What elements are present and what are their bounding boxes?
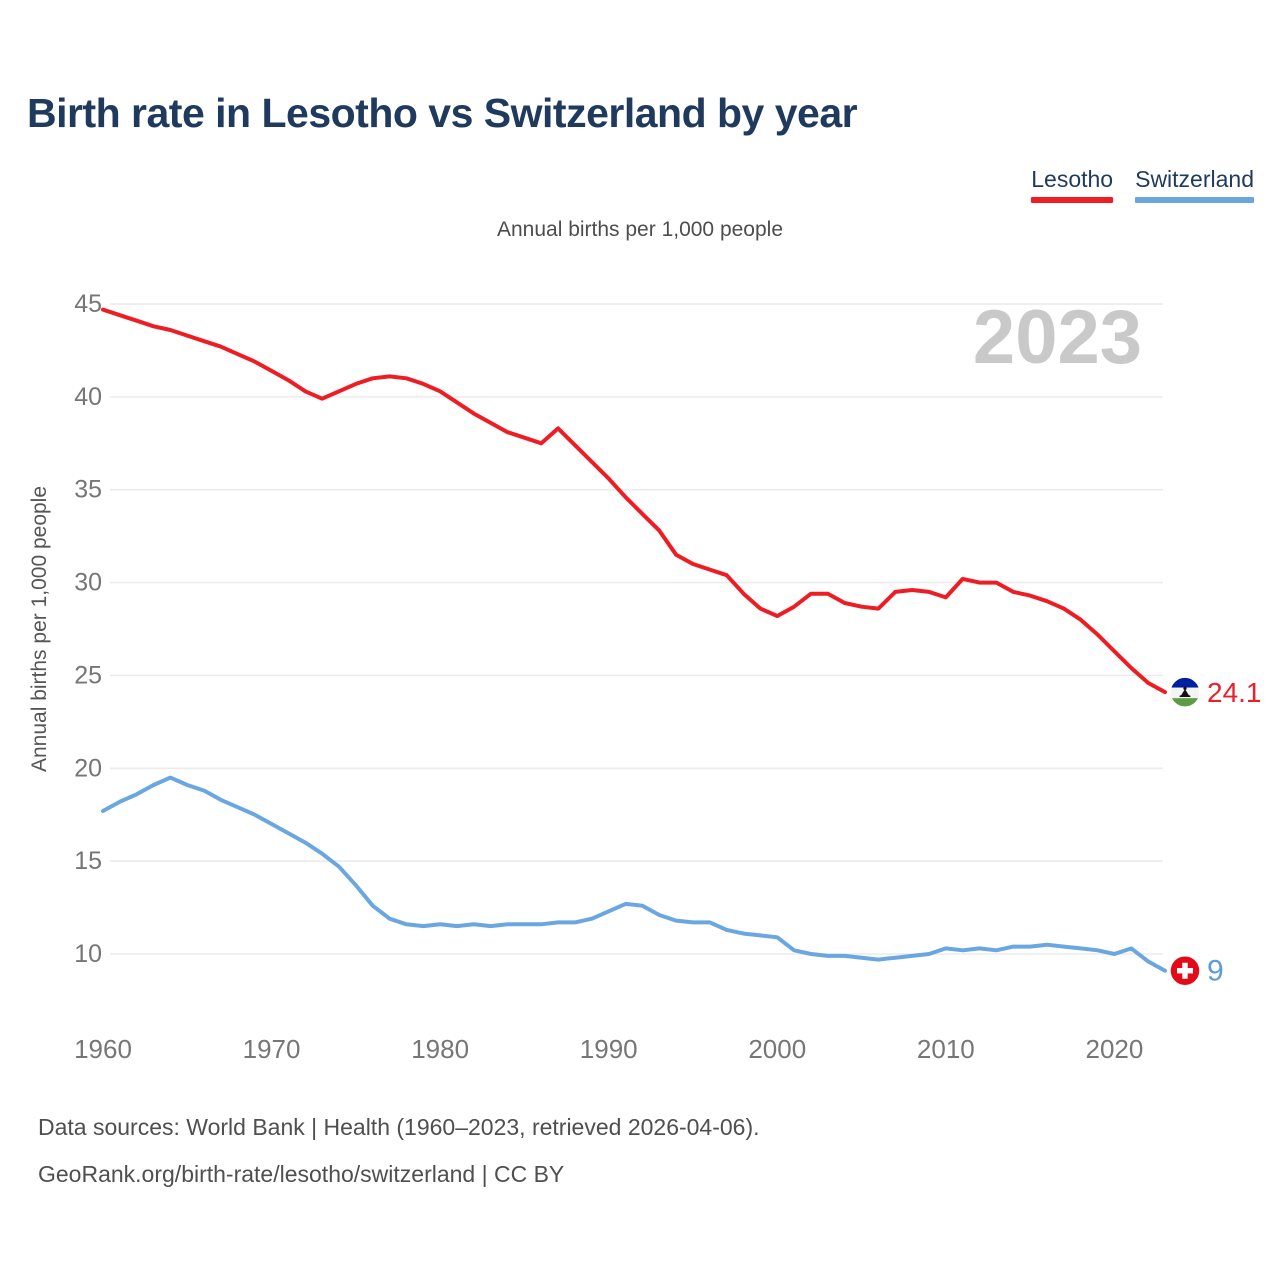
chart-subtitle: Annual births per 1,000 people: [496, 218, 784, 241]
x-tick-label: 1980: [411, 1034, 469, 1064]
lesotho-flag-icon: [1169, 676, 1201, 708]
y-tick-label: 25: [74, 661, 102, 689]
legend-label-switzerland: Switzerland: [1135, 166, 1254, 192]
legend: Lesotho Switzerland: [1031, 166, 1254, 203]
end-value-label-switzerland: 9: [1207, 955, 1224, 988]
x-tick-label: 1990: [580, 1034, 638, 1064]
series-line-switzerland[interactable]: [101, 775, 1167, 973]
x-tick-label: 2000: [748, 1034, 806, 1064]
legend-swatch-lesotho: [1031, 197, 1114, 203]
series-line-lesotho[interactable]: [101, 307, 1167, 695]
y-tick-label: 35: [74, 476, 102, 504]
y-tick-label: 20: [74, 754, 102, 782]
y-tick-label: 15: [74, 847, 102, 875]
x-tick-label: 1970: [243, 1034, 301, 1064]
x-tick-label: 2020: [1085, 1034, 1143, 1064]
footer: Data sources: World Bank | Health (1960–…: [38, 1104, 760, 1198]
y-axis-title: Annual births per 1,000 people: [28, 486, 51, 772]
watermark-year: 2023: [973, 295, 1142, 380]
legend-item-switzerland[interactable]: Switzerland: [1135, 166, 1254, 203]
end-value-label-lesotho: 24.1: [1207, 677, 1262, 708]
x-tick-label: 2010: [917, 1034, 975, 1064]
y-tick-label: 40: [74, 383, 102, 411]
x-tick-label: 1960: [74, 1034, 132, 1064]
y-tick-label: 45: [74, 290, 102, 318]
y-tick-label: 30: [74, 569, 102, 597]
legend-label-lesotho: Lesotho: [1031, 166, 1114, 192]
switzerland-flag-icon: [1169, 954, 1201, 987]
footer-attribution-line: GeoRank.org/birth-rate/lesotho/switzerla…: [38, 1161, 565, 1187]
legend-item-lesotho[interactable]: Lesotho: [1031, 166, 1114, 203]
y-tick-label: 10: [74, 940, 102, 968]
legend-swatch-switzerland: [1135, 197, 1254, 203]
footer-sources-line: Data sources: World Bank | Health (1960–…: [38, 1114, 760, 1140]
page-title: Birth rate in Lesotho vs Switzerland by …: [27, 90, 858, 136]
